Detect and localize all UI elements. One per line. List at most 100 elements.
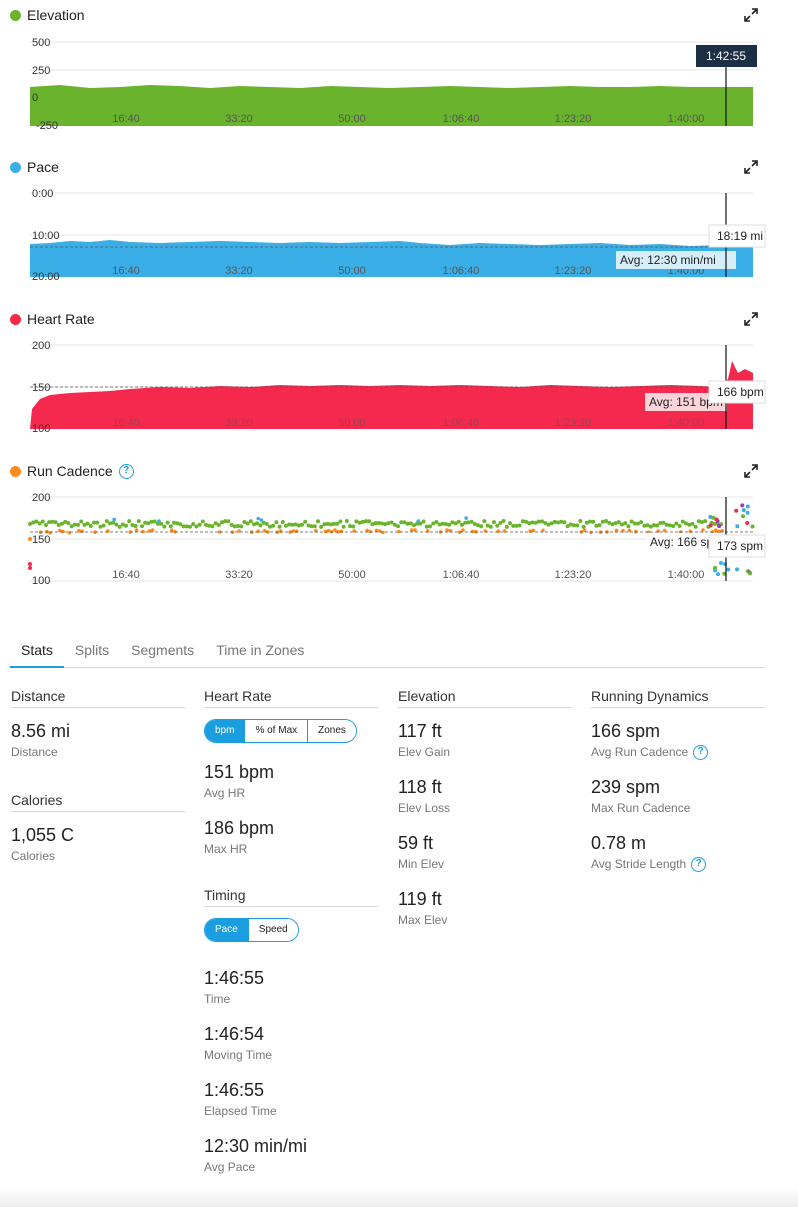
cadence-point [61, 529, 65, 534]
cadence-point [541, 528, 545, 533]
expand-icon[interactable] [744, 8, 758, 22]
cadence-point [520, 519, 525, 524]
cadence-point [197, 522, 202, 527]
cadence-point [156, 521, 160, 526]
cadence-point [568, 522, 573, 527]
cadence-point [508, 521, 512, 526]
cadence-point [530, 520, 535, 525]
cadence-point [745, 504, 750, 509]
toggle-pace[interactable]: Pace [205, 919, 248, 941]
cadence-point [365, 528, 369, 533]
cadence-point [722, 571, 727, 576]
cadence-point [588, 519, 592, 524]
y-tick: 150 [32, 382, 50, 394]
help-icon[interactable]: ? [693, 744, 709, 760]
cadence-point [674, 521, 679, 526]
cadence-point [696, 519, 701, 524]
cadence-point [101, 523, 106, 528]
tab-time-in-zones[interactable]: Time in Zones [216, 642, 305, 658]
run-cadence-chart: Run Cadence ? 200 150 100 16:40 33:20 50… [0, 461, 798, 586]
cadence-point [703, 519, 708, 524]
cadence-point [67, 531, 72, 535]
cadence-point [556, 520, 560, 525]
avg-pace-label: Avg: 12:30 min/mi [620, 253, 716, 267]
expand-icon[interactable] [744, 312, 758, 326]
cadence-point [582, 528, 587, 532]
cadence-point [604, 519, 608, 523]
tab-splits[interactable]: Splits [74, 642, 110, 658]
cadence-point [720, 528, 724, 533]
cadence-point [88, 524, 93, 528]
cadence-point [748, 571, 753, 576]
cadence-point [226, 519, 231, 524]
cadence-point [626, 524, 631, 529]
cadence-point [28, 521, 32, 526]
pace-plot[interactable]: 0:00 10:00 20:00 16:40 33:20 50:00 1:06:… [0, 177, 798, 282]
y-tick: 10:00 [32, 230, 60, 242]
cadence-point [664, 522, 669, 527]
tab-segments[interactable]: Segments [131, 642, 195, 658]
y-tick: 200 [32, 492, 50, 504]
expand-icon[interactable] [744, 160, 758, 174]
cadence-point [708, 523, 713, 528]
cadence-point [92, 520, 96, 525]
pace-speed-toggle: Pace Speed [204, 918, 299, 942]
toggle-percent-of-max[interactable]: % of Max [244, 720, 308, 742]
cursor-tooltip [696, 45, 757, 67]
cadence-point [658, 521, 663, 525]
cadence-point [546, 522, 551, 527]
stat-value: 239 spm [591, 777, 661, 797]
cursor-tooltip [708, 224, 766, 248]
cadence-point [98, 524, 103, 529]
cadence-point [517, 523, 522, 528]
cadence-point [111, 520, 116, 525]
stats-column-running-dynamics: Running Dynamics 166 spm Avg Run Cadence… [591, 688, 771, 872]
toggle-bpm[interactable]: bpm [205, 720, 245, 742]
y-tick: 500 [32, 37, 50, 49]
cadence-point [690, 521, 695, 526]
cadence-point [639, 520, 644, 525]
stats-column-elevation: Elevation 117 ft Elev Gain 118 ft Elev L… [398, 688, 578, 928]
run-cadence-plot[interactable]: 200 150 100 16:40 33:20 50:00 1:06:40 1:… [0, 481, 798, 586]
cadence-point [428, 524, 432, 529]
heart-rate-plot[interactable]: 200 150 100 16:40 33:20 50:00 1:06:40 1:… [0, 329, 798, 434]
cadence-point [589, 530, 593, 535]
y-tick: 200 [32, 340, 50, 352]
cadence-point [136, 519, 141, 524]
expand-icon[interactable] [744, 464, 758, 478]
cadence-point [280, 520, 285, 524]
tab-stats[interactable]: Stats [10, 636, 64, 668]
cadence-point [711, 515, 716, 520]
help-icon[interactable]: ? [118, 463, 134, 479]
cadence-point [559, 519, 564, 524]
cursor-value-label: 18:19 mi [717, 229, 763, 243]
cadence-point [424, 524, 429, 529]
stat-label: Min Elev [398, 857, 445, 871]
elevation-plot[interactable]: 500 250 0 -250 16:40 33:20 50:00 1:06:40… [0, 25, 798, 130]
cursor-value-label: 166 bpm [717, 385, 764, 399]
hr-unit-toggle: bpm % of Max Zones [204, 719, 357, 743]
cadence-point [72, 522, 77, 527]
cadence-point [341, 524, 346, 529]
cadence-point [456, 519, 461, 524]
cadence-point [258, 523, 263, 528]
cadence-point [120, 522, 125, 527]
cadence-point [700, 520, 704, 525]
x-tick: 1:23:20 [555, 265, 592, 277]
x-tick: 50:00 [338, 265, 366, 277]
cadence-point [397, 529, 401, 534]
cadence-point [717, 524, 722, 529]
cadence-point [181, 524, 186, 529]
cadence-point [255, 521, 260, 526]
cadence-point [726, 567, 731, 572]
help-icon[interactable]: ? [691, 856, 707, 872]
cadence-point [416, 519, 421, 523]
cadence-point [47, 520, 52, 525]
cadence-point [380, 521, 384, 526]
cadence-point [677, 524, 682, 528]
cadence-point [140, 524, 144, 529]
toggle-zones[interactable]: Zones [307, 720, 356, 742]
cadence-point [597, 523, 602, 528]
toggle-speed[interactable]: Speed [247, 919, 298, 941]
cadence-point [77, 528, 81, 533]
